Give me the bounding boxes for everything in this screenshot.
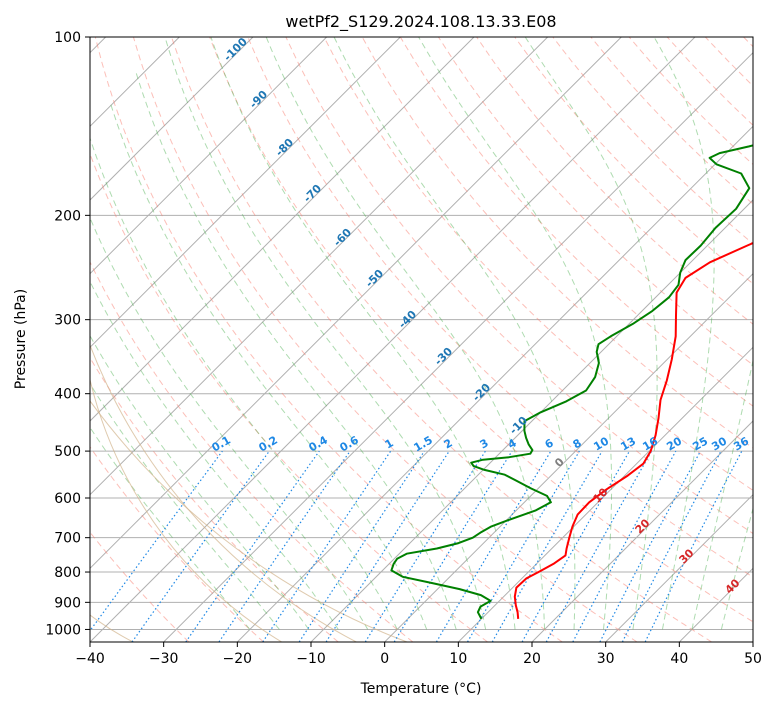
x-tick-label: −20 bbox=[223, 651, 253, 667]
profile-series bbox=[390, 144, 753, 620]
y-tick-label: 900 bbox=[54, 595, 81, 611]
dewpoint-profile-line bbox=[390, 144, 753, 620]
height-arcs bbox=[90, 343, 409, 642]
isotherm-line bbox=[236, 125, 753, 642]
y-tick-label: 300 bbox=[54, 313, 81, 329]
dry-adiabat-line bbox=[514, 37, 753, 285]
x-tick-label: 40 bbox=[670, 651, 688, 667]
mixing-ratio-line bbox=[572, 450, 677, 642]
mixing-ratio-line bbox=[521, 450, 631, 642]
x-tick-label: 10 bbox=[449, 651, 467, 667]
dry-adiabat-line bbox=[94, 37, 563, 642]
moist-adiabat-line bbox=[265, 37, 546, 630]
mixing-ratio-lines bbox=[90, 450, 743, 642]
x-tick-label: −40 bbox=[75, 651, 105, 667]
mixing-ratio-line bbox=[218, 450, 351, 642]
mixing-ratio-line bbox=[90, 450, 223, 632]
y-tick-label: 1000 bbox=[45, 622, 81, 638]
plot-frame bbox=[89, 36, 754, 643]
moist-adiabat-line bbox=[90, 280, 339, 630]
y-tick-label: 700 bbox=[54, 531, 81, 547]
temperature-profile-line bbox=[513, 241, 753, 619]
x-tick-label: 0 bbox=[380, 651, 389, 667]
moist-adiabat-line bbox=[110, 104, 428, 630]
isotherm-line bbox=[457, 346, 753, 642]
dry-adiabat-line bbox=[323, 37, 753, 491]
isotherm-line bbox=[90, 37, 401, 349]
isotherm-line bbox=[90, 37, 475, 422]
dry-adiabat-line bbox=[209, 37, 753, 623]
moist-adiabat-line bbox=[90, 136, 398, 630]
dry-adiabat-line bbox=[285, 37, 753, 535]
y-tick-label: 400 bbox=[54, 387, 81, 403]
plot-area: -100-90-80-70-60-50-40-30-20-100.1 0.2 0.4… bbox=[90, 37, 753, 642]
mixing-ratio-line bbox=[393, 450, 513, 642]
y-axis-ticks: 100 200 300 400 500 600 700 800 900 1000 bbox=[45, 30, 90, 638]
isotherm-line bbox=[90, 37, 549, 496]
dry-adiabat-line bbox=[90, 260, 414, 642]
dry-adiabat-line bbox=[132, 37, 638, 642]
moist-adiabat-line bbox=[210, 37, 516, 630]
isotherm-line bbox=[531, 420, 753, 642]
isotherm-lines bbox=[90, 37, 753, 642]
dry-adiabat-line bbox=[247, 37, 753, 578]
isotherm-line bbox=[90, 37, 254, 201]
moist-adiabat-line bbox=[653, 37, 715, 630]
y-tick-label: 500 bbox=[54, 444, 81, 460]
isotherm-line bbox=[90, 37, 622, 570]
x-tick-label: −10 bbox=[296, 651, 326, 667]
moist-adiabat-line bbox=[135, 72, 457, 630]
moist-adiabat-line bbox=[418, 37, 613, 630]
y-tick-label: 800 bbox=[54, 565, 81, 581]
y-tick-label: 600 bbox=[54, 491, 81, 507]
mixing-ratio-line bbox=[298, 450, 425, 642]
mixing-ratio-line bbox=[325, 450, 450, 642]
x-tick-label: 30 bbox=[597, 651, 615, 667]
mixing-ratio-line bbox=[644, 450, 743, 642]
dry-adiabat-line bbox=[90, 446, 264, 642]
x-tick-label: 50 bbox=[744, 651, 762, 667]
isotherm-line bbox=[384, 272, 753, 642]
moist-adiabat-line bbox=[524, 37, 658, 630]
x-tick-label: −30 bbox=[149, 651, 179, 667]
mixing-ratio-line bbox=[185, 450, 320, 642]
x-axis-ticks: −40 −30 −20 −10 0 10 20 30 40 50 bbox=[75, 642, 762, 667]
height-arc bbox=[90, 400, 409, 642]
mixing-ratio-line bbox=[545, 450, 653, 642]
moist-adiabat-line bbox=[90, 382, 280, 630]
pressure-gridlines bbox=[90, 37, 753, 630]
dry-adiabat-line bbox=[90, 356, 339, 642]
y-tick-label: 100 bbox=[54, 30, 81, 46]
mixing-ratio-line bbox=[262, 450, 392, 642]
isotherm-line bbox=[90, 37, 328, 275]
isotherm-line bbox=[605, 493, 753, 642]
y-axis-label: Pressure (hPa) bbox=[13, 289, 29, 389]
moist-adiabat-line bbox=[691, 358, 753, 630]
isotherm-line bbox=[90, 37, 696, 642]
chart-title: wetPf2_S129.2024.108.13.33.E08 bbox=[285, 12, 556, 32]
y-tick-label: 200 bbox=[54, 208, 81, 224]
moist-adiabat-line bbox=[720, 506, 753, 630]
moist-adiabat-line bbox=[90, 216, 369, 630]
isotherm-line bbox=[163, 51, 753, 642]
x-axis-label: Temperature (°C) bbox=[360, 681, 482, 697]
moist-adiabat-line bbox=[90, 334, 310, 630]
moist-adiabat-line bbox=[164, 37, 487, 630]
height-arc bbox=[90, 377, 283, 642]
height-arc bbox=[90, 343, 358, 642]
mixing-ratio-line bbox=[131, 450, 270, 642]
dry-adiabat-line bbox=[476, 37, 753, 325]
dry-adiabat-line bbox=[171, 37, 712, 642]
x-tick-label: 20 bbox=[523, 651, 541, 667]
dry-adiabats bbox=[90, 37, 753, 642]
